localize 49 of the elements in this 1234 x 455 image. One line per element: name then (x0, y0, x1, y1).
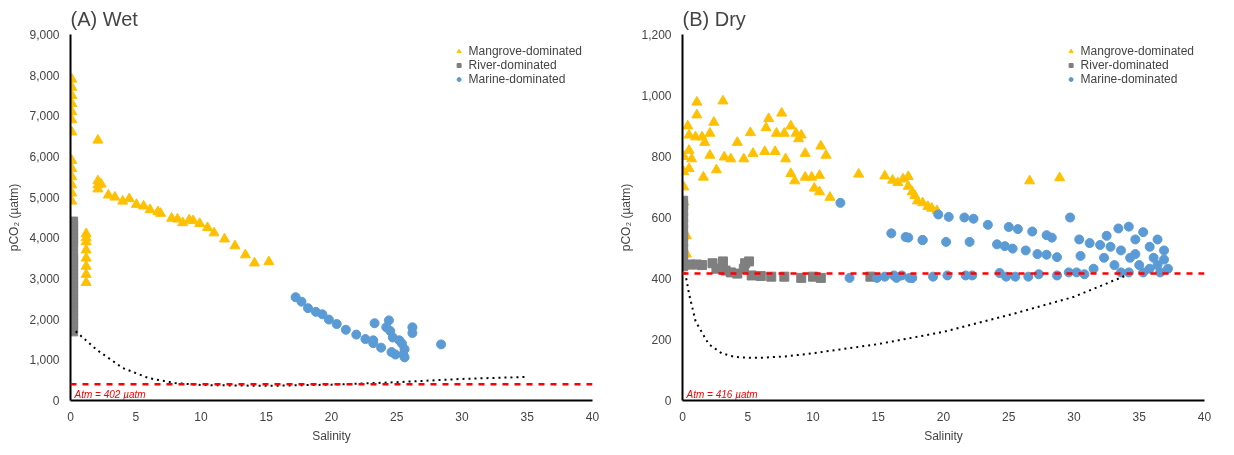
x-tick-label: 0 (679, 409, 687, 424)
y-tick-label: 2,000 (29, 312, 60, 327)
ref-line-label: Atm = 416 µatm (685, 388, 758, 400)
y-tick-label: 1,000 (29, 353, 60, 368)
x-tick-label: 5 (744, 409, 752, 424)
y-axis-title: pCO₂ (µatm) (7, 183, 22, 252)
y-tick-label: 1,000 (641, 89, 672, 103)
y-tick-label: 1,200 (641, 28, 672, 42)
chart-title: (A) Wet (70, 7, 139, 30)
x-tick-label: 20 (936, 409, 951, 424)
y-tick-label: 8,000 (29, 68, 60, 83)
y-tick-label: 5,000 (29, 190, 60, 205)
legend-label: Mangrove-dominated (1080, 44, 1194, 58)
y-tick-label: 200 (651, 333, 672, 347)
chart-title: (B) Dry (682, 7, 746, 30)
ref-line-label: Atm = 402 µatm (73, 388, 146, 400)
x-tick-label: 20 (324, 409, 339, 424)
y-tick-label: 0 (52, 394, 60, 408)
x-tick-label: 30 (455, 409, 469, 424)
x-tick-label: 35 (1132, 409, 1147, 424)
x-tick-label: 15 (871, 409, 886, 424)
x-tick-label: 10 (194, 409, 208, 424)
legend-label: River-dominated (1080, 58, 1169, 72)
x-axis-title: Salinity (924, 428, 963, 443)
y-tick-label: 9,000 (29, 28, 60, 42)
x-tick-label: 40 (1197, 409, 1212, 424)
x-tick-label: 5 (132, 409, 140, 424)
legend-label: River-dominated (468, 58, 557, 72)
y-tick-label: 6,000 (29, 150, 60, 164)
x-tick-label: 10 (806, 409, 820, 424)
y-tick-label: 7,000 (29, 109, 60, 124)
legend-label: Marine-dominated (468, 72, 566, 86)
legend-label: Marine-dominated (1080, 72, 1178, 86)
y-tick-label: 3,000 (29, 272, 60, 286)
y-tick-label: 0 (664, 394, 672, 408)
y-tick-label: 4,000 (29, 231, 60, 246)
x-tick-label: 30 (1067, 409, 1081, 424)
x-tick-label: 25 (390, 409, 404, 424)
x-tick-label: 15 (259, 409, 274, 424)
x-tick-label: 0 (67, 409, 75, 424)
y-tick-label: 600 (651, 211, 672, 225)
x-tick-label: 35 (520, 409, 535, 424)
legend-label: Mangrove-dominated (468, 44, 582, 58)
x-axis-title: Salinity (312, 428, 351, 443)
y-tick-label: 400 (651, 272, 672, 286)
y-axis-title: pCO₂ (µatm) (619, 183, 634, 252)
x-tick-label: 40 (585, 409, 600, 424)
y-tick-label: 800 (651, 150, 672, 164)
x-tick-label: 25 (1002, 409, 1016, 424)
